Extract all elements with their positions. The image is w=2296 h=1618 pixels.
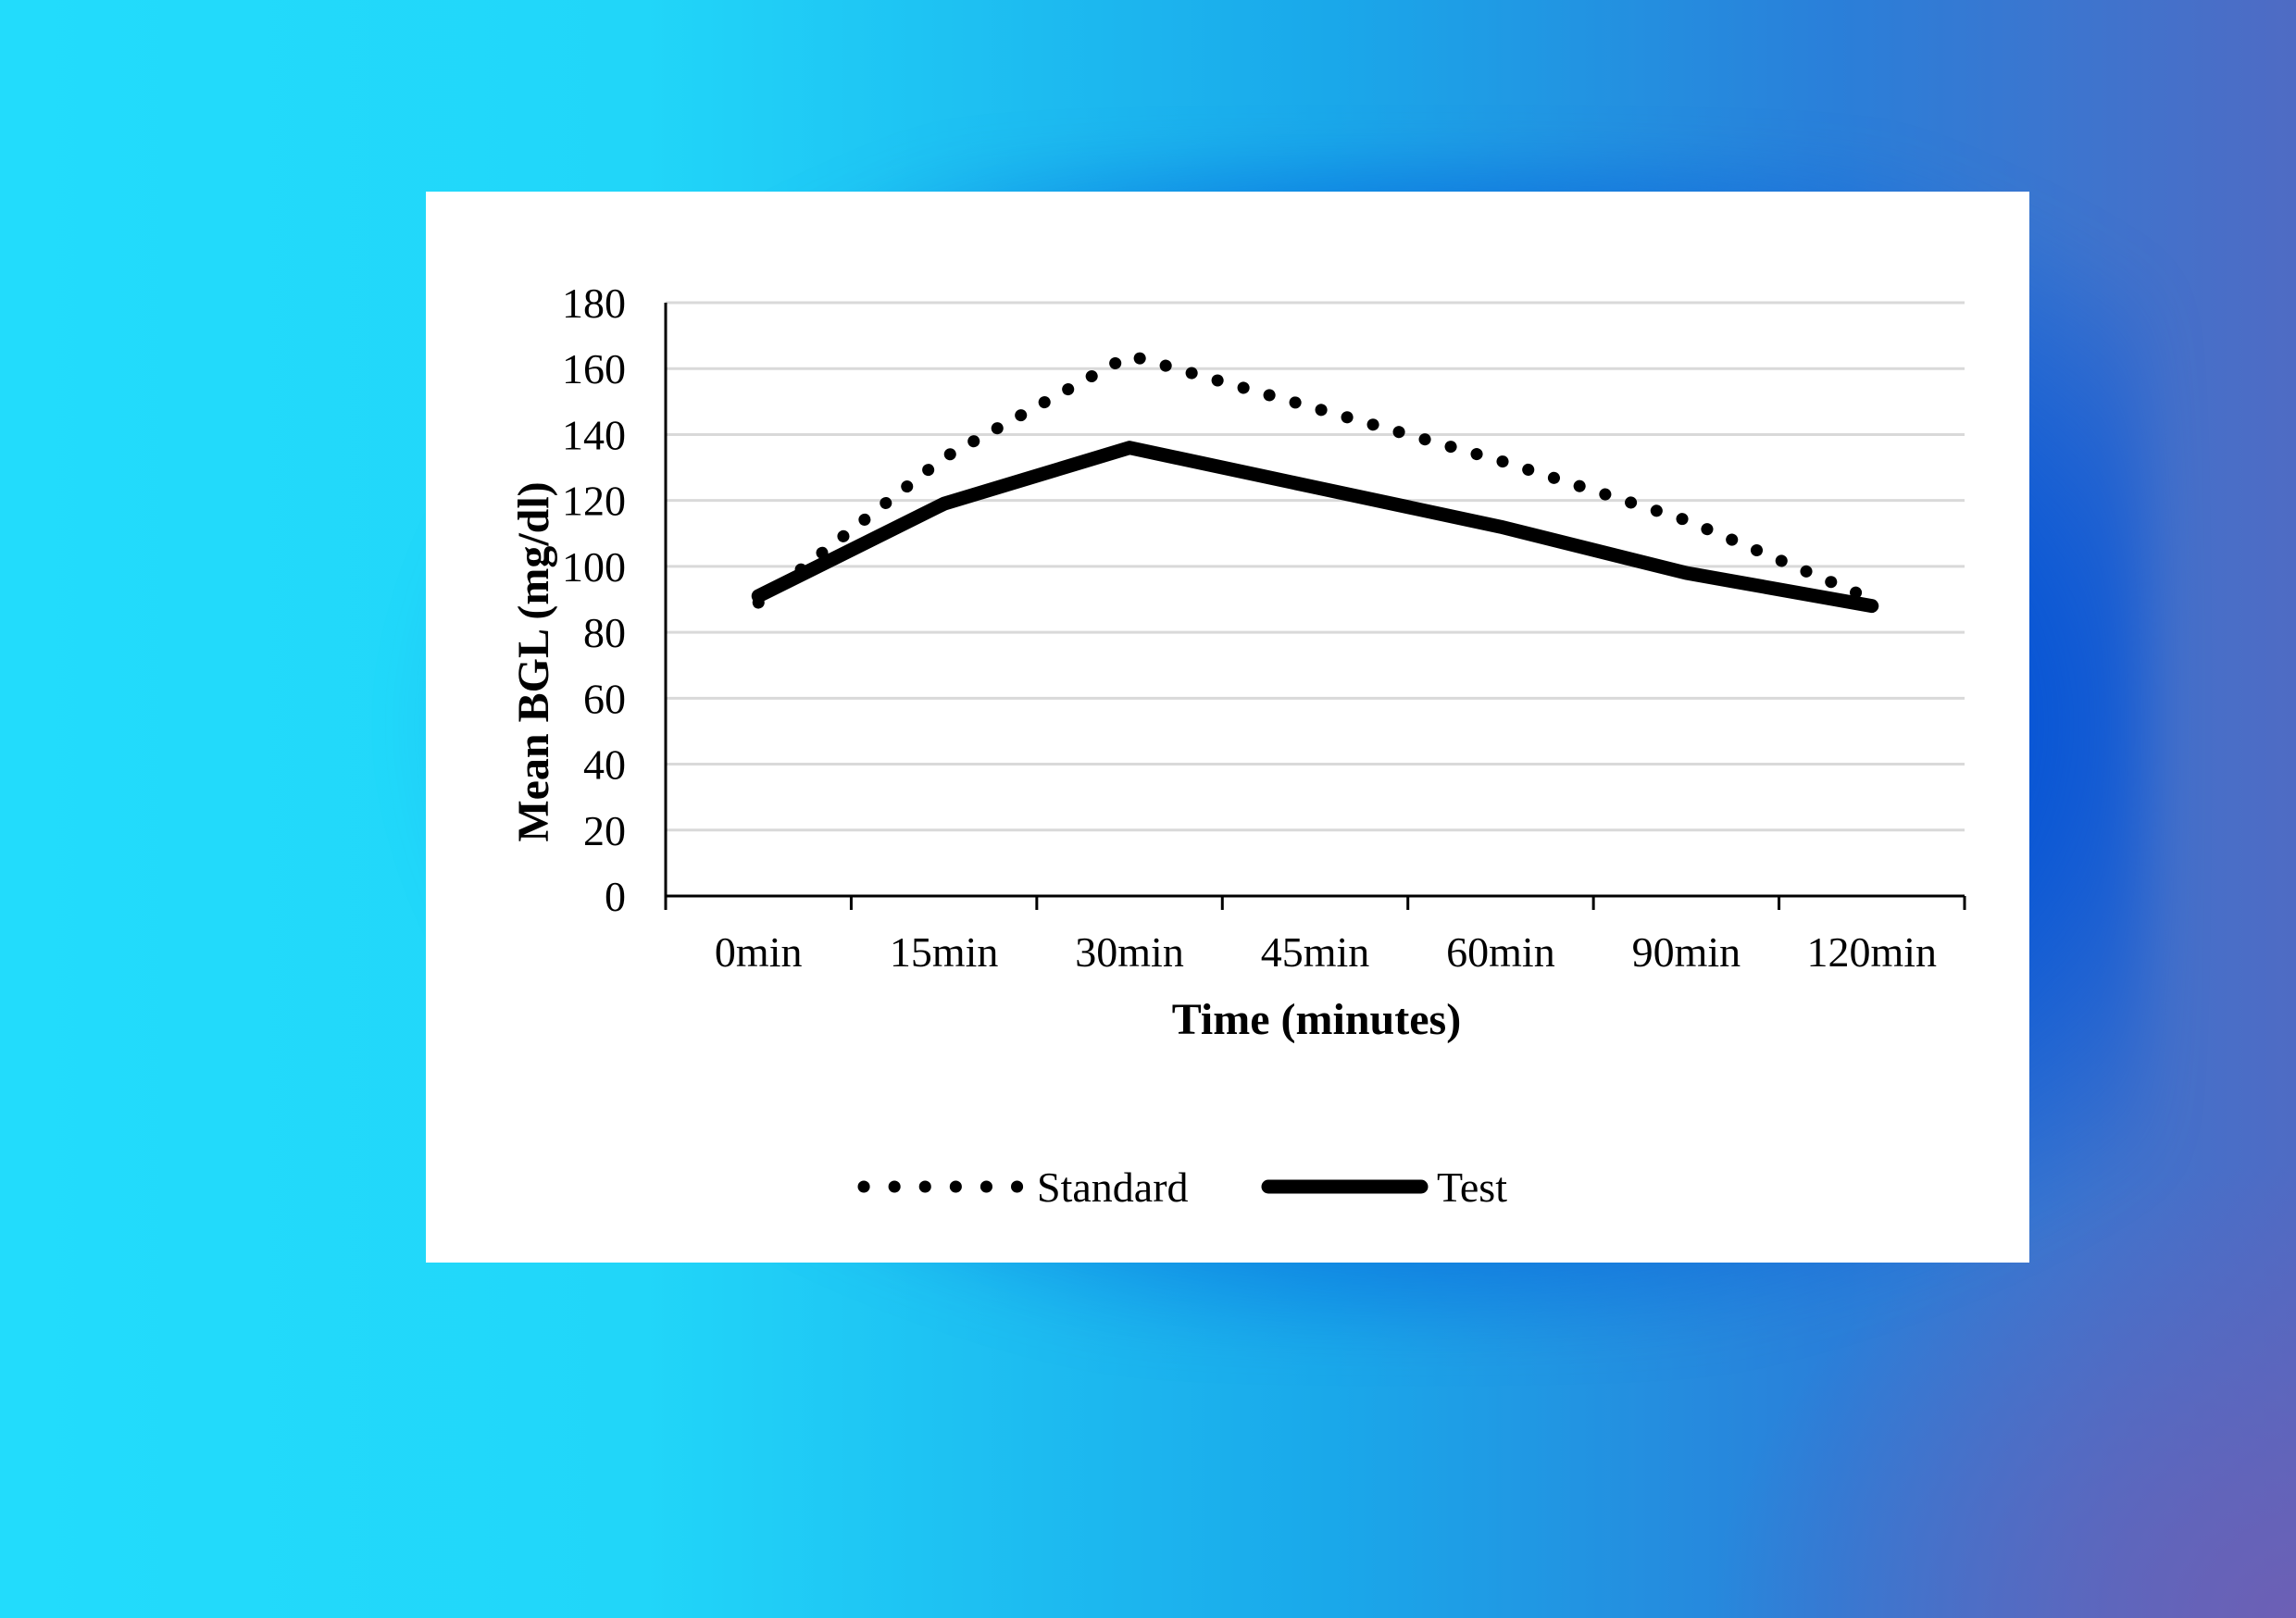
series-line-standard (752, 349, 1878, 609)
x-tick-label: 60min (1446, 928, 1555, 976)
y-tick-label: 20 (583, 807, 626, 854)
x-tick-label: 90min (1632, 928, 1741, 976)
gridlines (666, 301, 1965, 832)
legend-label-test: Test (1437, 1164, 1507, 1211)
line-chart: 0 20 40 60 80 100 120 140 160 180 0min 15min 30min 4… (509, 280, 1966, 1211)
y-tick-label: 80 (583, 609, 626, 656)
legend: Standard Test (857, 1164, 1507, 1211)
y-tick-label: 40 (583, 741, 626, 789)
y-tick-label: 100 (562, 543, 626, 591)
chart-card: 0 20 40 60 80 100 120 140 160 180 0min 15min 30min 4… (426, 192, 2029, 1263)
x-tick-label: 0min (715, 928, 803, 976)
y-tick-label: 140 (562, 411, 626, 458)
y-axis-title: Mean BGL (mg/dl) (509, 481, 558, 841)
series-lines (751, 349, 1879, 614)
axes (664, 303, 1966, 910)
y-tick-labels: 0 20 40 60 80 100 120 140 160 180 (562, 280, 626, 920)
x-tick-label: 15min (890, 928, 999, 976)
y-tick-label: 60 (583, 675, 626, 722)
y-tick-label: 180 (562, 280, 626, 327)
legend-label-standard: Standard (1037, 1164, 1189, 1211)
series-line-test (751, 441, 1879, 614)
y-tick-label: 0 (605, 873, 626, 920)
y-tick-label: 160 (562, 345, 626, 392)
x-axis-title: Time (minutes) (1172, 995, 1461, 1044)
x-tick-label: 120min (1807, 928, 1938, 976)
x-tick-label: 30min (1075, 928, 1184, 976)
x-tick-label: 45min (1261, 928, 1370, 976)
y-tick-label: 120 (562, 478, 626, 525)
x-tick-labels: 0min 15min 30min 45min 60min 90min 120min (715, 928, 1937, 976)
